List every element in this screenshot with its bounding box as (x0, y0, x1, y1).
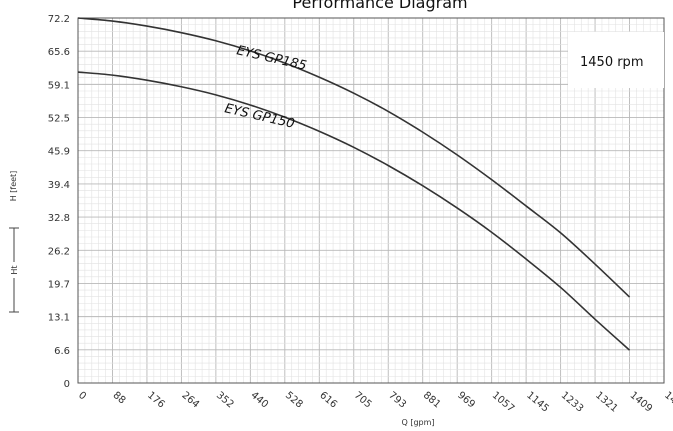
y-tick-label: 39.4 (48, 180, 70, 191)
series-lines (77, 17, 631, 351)
x-tick-label: 88 (111, 390, 128, 407)
x-tick-label: 1145 (524, 390, 551, 415)
y-tick-label: 72.2 (48, 14, 70, 25)
x-tick-label: 1321 (593, 390, 620, 415)
x-tick-label: 705 (352, 390, 374, 411)
x-tick-label: 264 (179, 390, 201, 411)
series-line-gp150 (77, 71, 631, 351)
x-tick-label: 616 (317, 390, 339, 411)
ht-label: Ht (10, 265, 19, 274)
x-tick-label: 176 (145, 390, 167, 411)
x-axis-label: Q [gpm] (401, 418, 434, 427)
x-tick-label: 793 (386, 390, 408, 411)
rpm-annotation: 1450 rpm (580, 55, 643, 70)
y-tick-label: 26.2 (48, 246, 70, 257)
y-tick-label: 45.9 (48, 147, 70, 158)
series-label-gp185: EYS GP185 (235, 43, 308, 74)
x-tick-label: 1233 (559, 390, 586, 415)
x-tick-label: 0 (76, 390, 88, 403)
y-tick-label: 19.7 (48, 279, 70, 290)
x-tick-label: 1409 (628, 390, 655, 415)
grid (77, 17, 665, 384)
y-tick-label: 6.6 (54, 346, 70, 357)
plot-area-frame (77, 17, 665, 384)
chart-title: Performance Diagram (292, 0, 467, 12)
x-tick-label: 528 (283, 390, 305, 411)
ht-label-bg (8, 262, 20, 278)
x-tick-label: 1497 (662, 390, 673, 415)
rpm-box (568, 32, 664, 88)
x-tick-label: 881 (421, 390, 443, 411)
x-tick-label: 1057 (490, 390, 517, 415)
x-tick-labels: 0 88 176 264 352 440 528 616 705 793 881 969 1057 114… (76, 390, 673, 415)
y-tick-label: 59.1 (48, 80, 70, 91)
x-tick-label: 352 (214, 390, 236, 411)
y-tick-label: 13.1 (48, 313, 70, 324)
y-tick-label: 32.8 (48, 213, 70, 224)
x-tick-label: 969 (455, 390, 477, 411)
y-tick-labels: 0 6.6 13.1 19.7 26.2 32.8 39.4 45.9 52.5 59.1 65.6… (48, 14, 70, 390)
x-tick-label: 440 (248, 390, 270, 411)
series-line-gp185 (77, 17, 631, 298)
y-tick-label: 0 (64, 379, 70, 390)
y-tick-label: 65.6 (48, 47, 70, 58)
y-axis-label: H [feet] (9, 171, 18, 202)
y-tick-label: 52.5 (48, 114, 70, 125)
